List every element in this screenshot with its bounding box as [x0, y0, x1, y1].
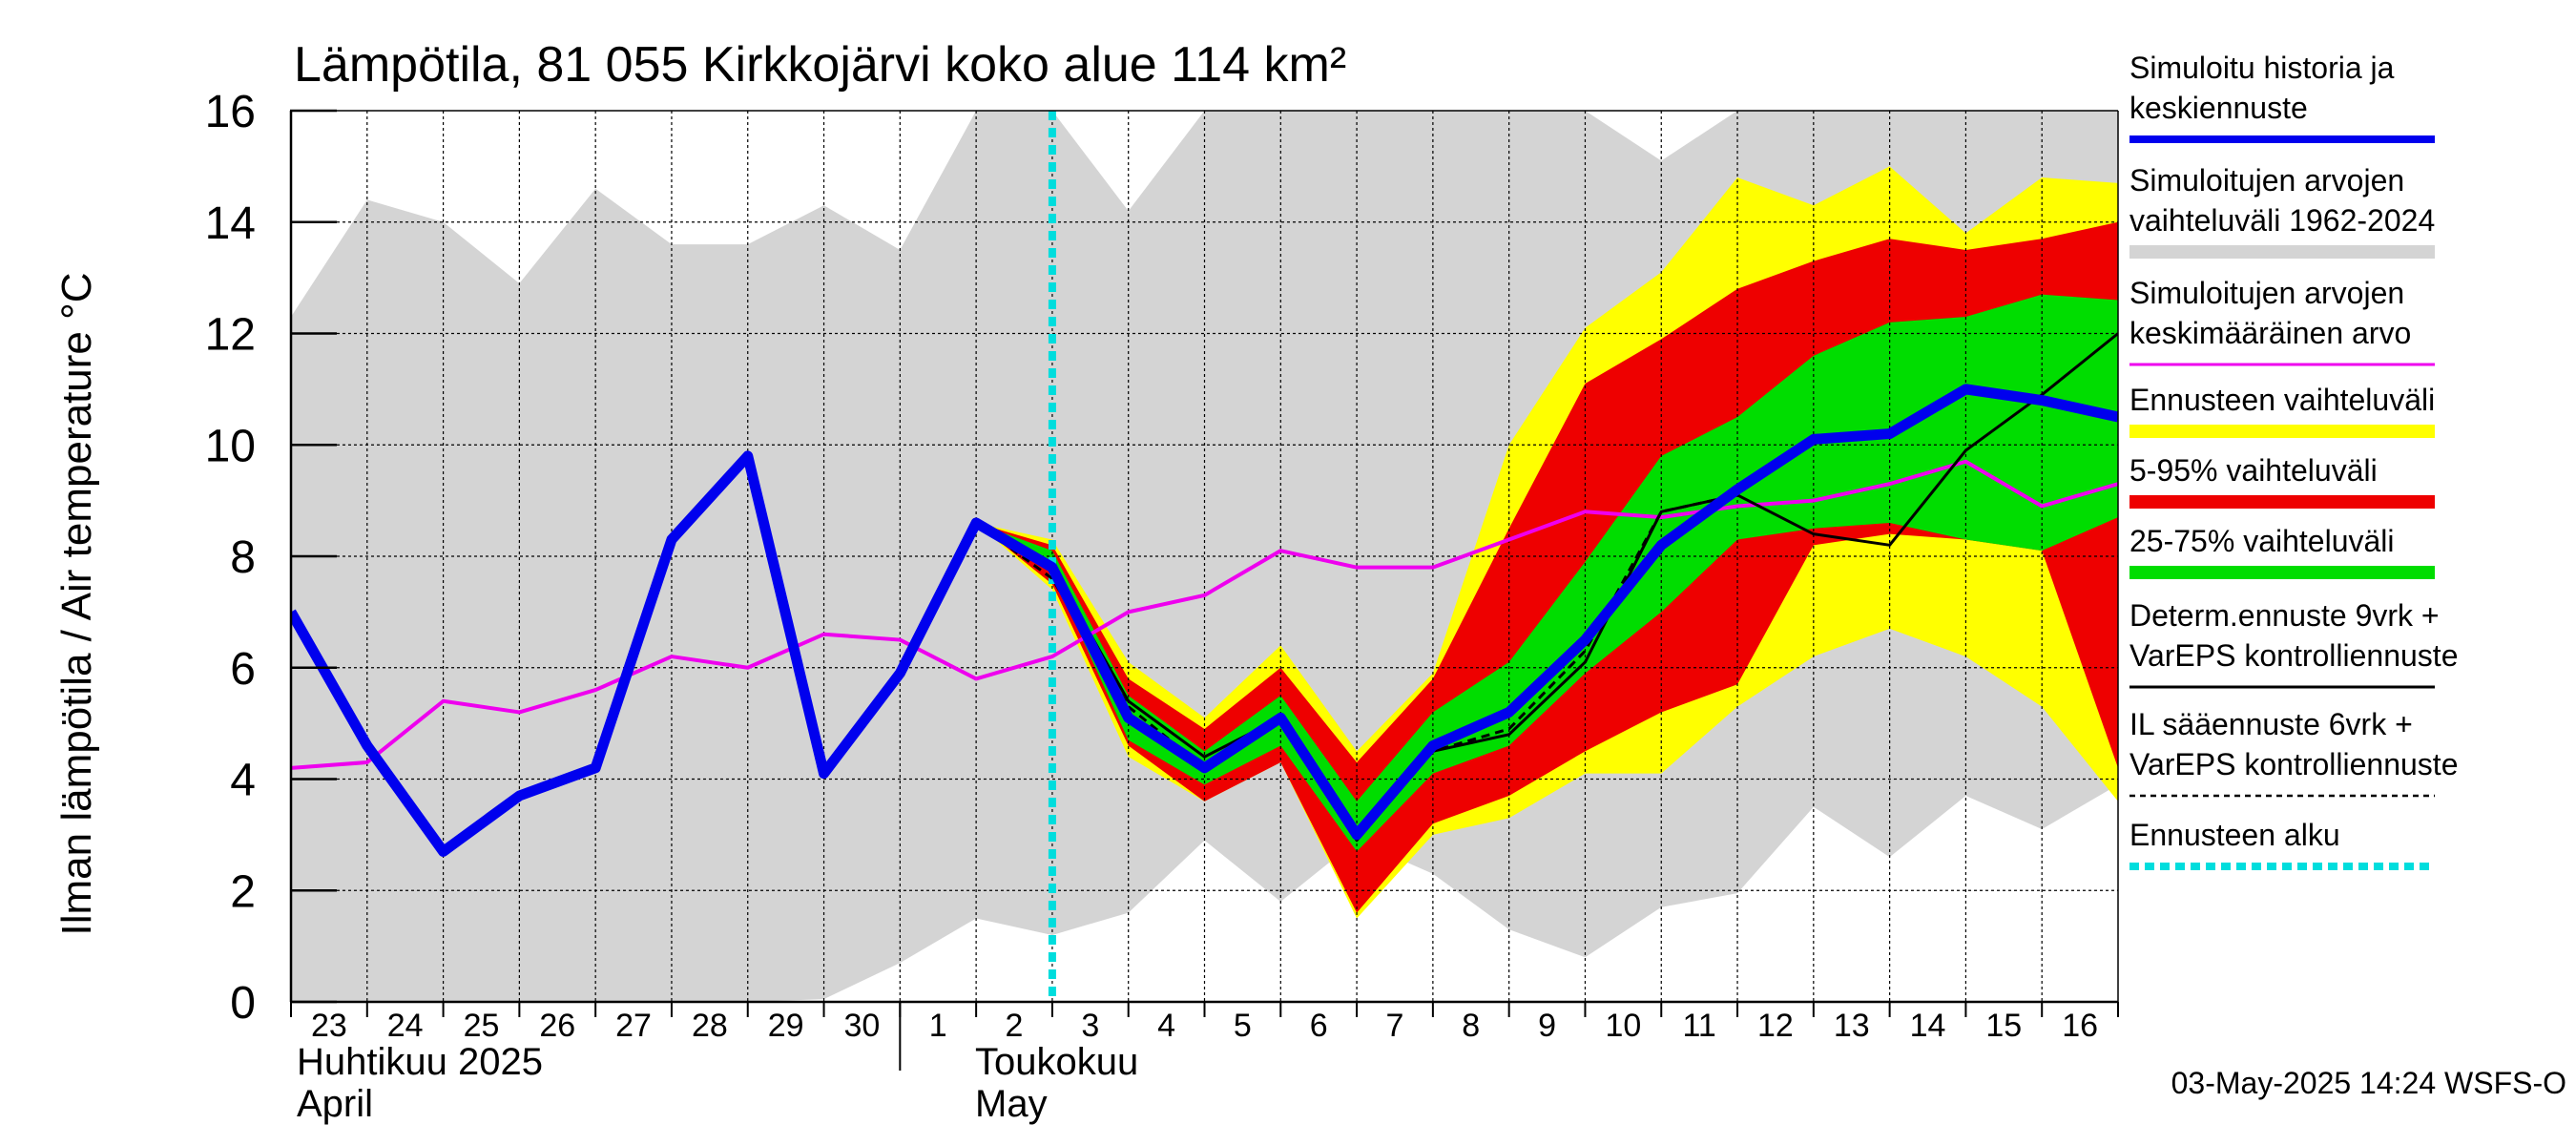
- x-tick-label: 2: [1006, 1008, 1024, 1044]
- x-tick-label: 12: [1757, 1008, 1794, 1044]
- y-tick-label: 2: [230, 866, 256, 917]
- legend-label: VarEPS kontrolliennuste: [2129, 747, 2458, 781]
- y-tick-label: 0: [230, 978, 256, 1029]
- x-tick-label: 26: [539, 1008, 575, 1044]
- x-tick-label: 7: [1386, 1008, 1404, 1044]
- x-tick-label: 13: [1834, 1008, 1870, 1044]
- legend-label: 25-75% vaihteluväli: [2129, 524, 2395, 558]
- x-tick-label: 10: [1605, 1008, 1641, 1044]
- y-tick-label: 4: [230, 756, 256, 806]
- legend-label: keskimääräinen arvo: [2129, 316, 2411, 350]
- y-tick-label: 16: [205, 87, 256, 137]
- legend-label: Simuloitujen arvojen: [2129, 276, 2404, 310]
- x-tick-label: 9: [1538, 1008, 1556, 1044]
- legend-label: Ennusteen alku: [2129, 818, 2340, 852]
- x-tick-label: 8: [1462, 1008, 1480, 1044]
- y-tick-label: 6: [230, 644, 256, 695]
- x-tick-label: 1: [929, 1008, 947, 1044]
- x-tick-label: 28: [692, 1008, 728, 1044]
- x-tick-label: 6: [1310, 1008, 1328, 1044]
- y-tick-label: 12: [205, 310, 256, 361]
- legend-label: Ennusteen vaihteluväli: [2129, 383, 2435, 417]
- y-tick-label: 8: [230, 532, 256, 583]
- x-tick-label: 15: [1985, 1008, 2022, 1044]
- x-tick-label: 27: [615, 1008, 652, 1044]
- legend-label: IL sääennuste 6vrk +: [2129, 707, 2413, 741]
- simulated-line: [291, 384, 2118, 857]
- legend-label: Determ.ennuste 9vrk +: [2129, 598, 2440, 633]
- x-tick-label: 4: [1157, 1008, 1175, 1044]
- determ-forecast-line: [975, 332, 2118, 837]
- month-label-may-en: May: [975, 1083, 1048, 1125]
- legend-label: VarEPS kontrolliennuste: [2129, 638, 2458, 673]
- x-tick-label: 23: [311, 1008, 347, 1044]
- y-axis-label: Ilman lämpötila / Air temperature °C: [53, 273, 100, 936]
- y-tick-label: 14: [205, 198, 256, 249]
- legend-label: 5-95% vaihteluväli: [2129, 453, 2378, 488]
- month-label-may-fi: Toukokuu: [975, 1041, 1138, 1083]
- climate-mean-line: [291, 459, 2118, 770]
- month-label-april-fi: Huhtikuu 2025: [297, 1041, 543, 1083]
- x-tick-label: 25: [464, 1008, 500, 1044]
- legend-label: vaihteluväli 1962-2024: [2129, 203, 2435, 238]
- legend-label: Simuloitujen arvojen: [2129, 163, 2404, 198]
- x-tick-label: 29: [768, 1008, 804, 1044]
- month-label-april-en: April: [297, 1083, 373, 1125]
- x-tick-label: 3: [1081, 1008, 1099, 1044]
- legend-label: keskiennuste: [2129, 91, 2308, 125]
- x-tick-label: 14: [1910, 1008, 1946, 1044]
- x-tick-label: 30: [844, 1008, 881, 1044]
- x-tick-label: 5: [1234, 1008, 1252, 1044]
- x-tick-label: 24: [387, 1008, 424, 1044]
- legend-label: Simuloitu historia ja: [2129, 51, 2395, 85]
- y-tick-label: 10: [205, 421, 256, 471]
- x-tick-label: 11: [1682, 1008, 1715, 1044]
- chart-title: Lämpötila, 81 055 Kirkkojärvi koko alue …: [294, 37, 1346, 93]
- timestamp: 03-May-2025 14:24 WSFS-O: [2171, 1066, 2566, 1100]
- x-tick-label: 16: [2062, 1008, 2098, 1044]
